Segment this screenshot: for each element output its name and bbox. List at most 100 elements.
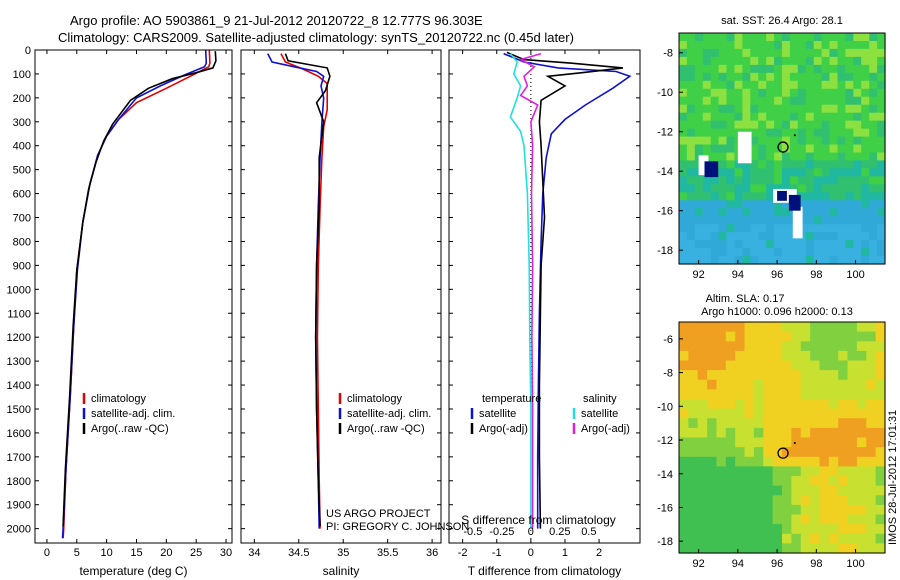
- map-cell: [853, 160, 862, 169]
- map-cell: [679, 408, 689, 419]
- map-cell: [726, 248, 735, 257]
- map-cell: [797, 184, 807, 193]
- y-tick-label: 1400: [7, 380, 31, 392]
- map-cell: [766, 240, 775, 249]
- map-cell: [810, 456, 821, 467]
- map-cell: [758, 128, 767, 138]
- map-cell: [744, 370, 755, 381]
- map-cell: [877, 120, 886, 130]
- map-cell: [845, 192, 854, 201]
- x-tick-label: 35.5: [377, 547, 398, 559]
- map-x-tick-label: 100: [846, 269, 864, 281]
- map-cell: [697, 466, 708, 477]
- map-cell: [828, 524, 839, 535]
- map-x-tick-label: 98: [810, 269, 822, 281]
- map-cell: [766, 41, 775, 50]
- map-cell: [702, 184, 712, 193]
- map-y-tick-label: -14: [657, 469, 673, 481]
- map-cell: [875, 456, 886, 467]
- map-cell: [797, 152, 807, 162]
- map-cell: [810, 437, 821, 448]
- map-cell: [742, 232, 751, 241]
- map-cell: [716, 408, 727, 419]
- map-cell: [797, 120, 807, 130]
- map-cell: [710, 88, 720, 98]
- temp-legend-label: Argo(..raw -QC): [91, 423, 169, 435]
- map-cell: [742, 160, 751, 169]
- map-cell: [805, 48, 815, 58]
- map-cell: [838, 533, 849, 544]
- map-cell: [725, 427, 736, 439]
- map-cell: [805, 88, 815, 98]
- map-cell: [845, 224, 854, 233]
- map-cell: [716, 350, 727, 362]
- map-cell: [697, 447, 708, 458]
- map-cell: [734, 256, 743, 265]
- map-cell: [735, 456, 746, 467]
- map-cell: [866, 379, 877, 390]
- map-cell: [697, 322, 708, 333]
- map-cell: [800, 379, 811, 390]
- map-cell: [718, 248, 728, 257]
- map-cell: [805, 232, 815, 241]
- map-cell: [772, 495, 783, 506]
- y-tick-label: 300: [13, 117, 31, 129]
- map-cell: [810, 350, 821, 362]
- map-cell: [782, 208, 791, 217]
- map-cell: [810, 495, 821, 506]
- map-cell: [853, 112, 862, 122]
- map-cell: [797, 144, 807, 154]
- map-cell: [838, 418, 849, 429]
- map-cell: [838, 495, 849, 506]
- map-cell: [688, 524, 699, 535]
- y-tick-label: 100: [13, 69, 31, 81]
- map-cell: [866, 504, 877, 516]
- map-cell: [750, 80, 759, 90]
- map-cell: [763, 456, 774, 467]
- map-cell: [725, 514, 736, 525]
- map-cell: [869, 112, 878, 122]
- map-x-tick-label: 100: [846, 558, 864, 570]
- map-cell: [726, 256, 735, 265]
- map-x-tick-label: 98: [810, 558, 822, 570]
- map-cell: [847, 379, 858, 390]
- map-cell: [763, 418, 774, 429]
- map-cell: [819, 322, 830, 333]
- map-cell: [679, 370, 689, 381]
- map-cell: [744, 504, 755, 516]
- map-cell: [726, 88, 735, 98]
- map-cell: [750, 144, 759, 154]
- y-tick-label: 1000: [7, 284, 31, 296]
- map-cell: [726, 176, 735, 185]
- map-cell: [838, 427, 849, 439]
- map-cell: [837, 112, 846, 122]
- map-cell: [742, 33, 751, 42]
- map-cell: [845, 168, 854, 177]
- map-y-tick-label: -6: [663, 334, 673, 346]
- map-cell: [821, 232, 831, 241]
- map-cell: [866, 350, 877, 362]
- map-cell: [789, 240, 799, 249]
- map-cell: [805, 128, 815, 138]
- map-cell: [772, 427, 783, 439]
- map-cell: [813, 232, 823, 241]
- map-cell: [869, 208, 878, 217]
- map-cell: [828, 476, 839, 487]
- map-cell: [861, 184, 870, 193]
- map-cell: [810, 427, 821, 439]
- map-cell: [800, 495, 811, 506]
- map-cell: [697, 389, 708, 400]
- map-cell: [819, 418, 830, 429]
- map-cell: [813, 80, 823, 90]
- map-cell: [800, 399, 811, 410]
- map-cell: [697, 476, 708, 487]
- map-cell: [861, 120, 870, 130]
- map-cell: [735, 322, 746, 333]
- map-cell: [877, 56, 886, 66]
- map-cell: [694, 208, 704, 217]
- y-tick-label: 600: [13, 189, 31, 201]
- map-cell: [766, 56, 775, 66]
- map-cell: [789, 48, 799, 58]
- map-cell: [797, 200, 807, 209]
- map-cell: [813, 224, 823, 233]
